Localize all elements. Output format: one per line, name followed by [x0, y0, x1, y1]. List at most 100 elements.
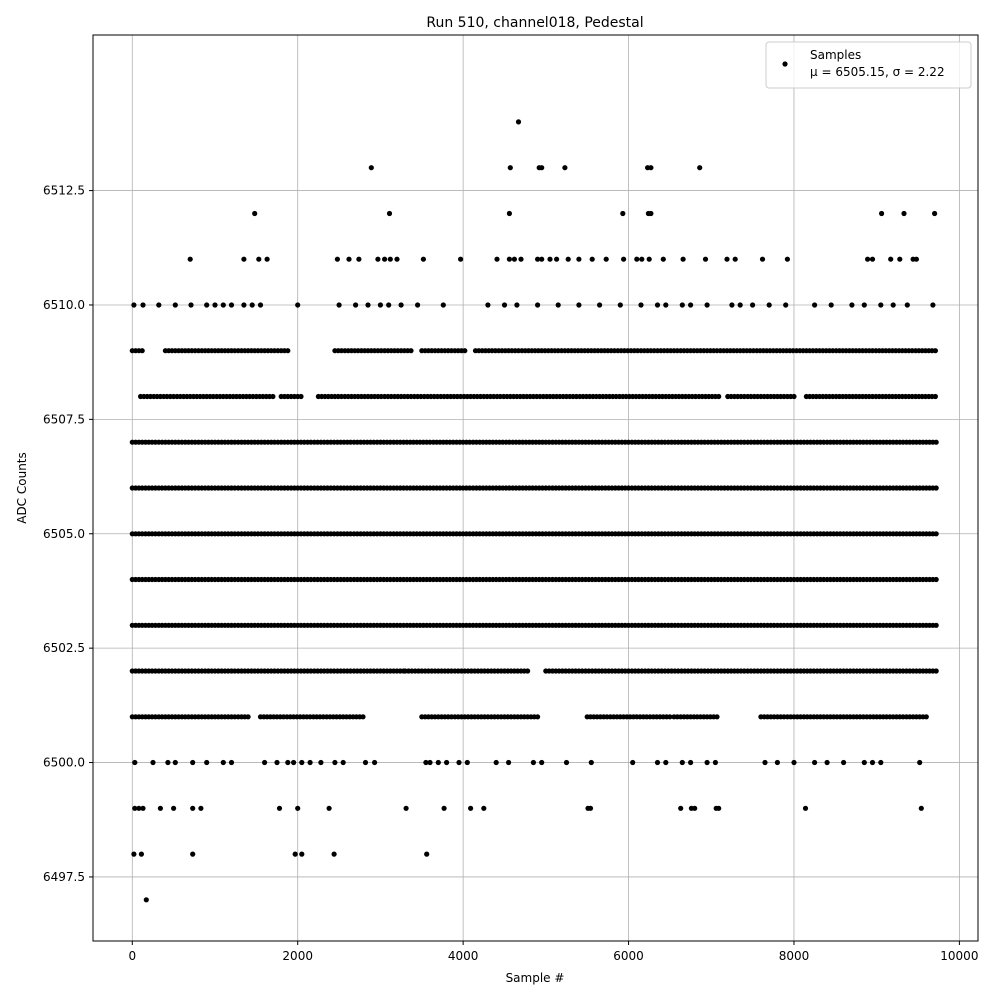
data-point	[264, 256, 270, 262]
data-point	[204, 302, 210, 308]
data-point	[368, 165, 374, 171]
data-point	[228, 302, 235, 308]
data-point	[663, 759, 669, 766]
data-point	[386, 210, 393, 217]
data-point	[398, 302, 404, 308]
data-point	[156, 302, 162, 308]
data-point	[212, 302, 218, 308]
data-point	[535, 256, 541, 262]
data-point	[554, 256, 560, 262]
data-point	[621, 256, 627, 262]
x-tick-label: 4000	[448, 949, 479, 963]
data-point	[638, 302, 644, 308]
data-point	[285, 759, 291, 766]
x-tick-label: 0	[128, 949, 136, 963]
chart-title: Run 510, channel018, Pedestal	[426, 15, 643, 31]
data-point	[132, 805, 138, 811]
data-point	[841, 759, 847, 766]
data-point	[387, 256, 393, 262]
data-point	[888, 256, 894, 262]
data-point	[932, 348, 939, 354]
data-point	[530, 759, 537, 766]
x-tick-label: 6000	[613, 949, 644, 963]
data-point	[933, 485, 939, 491]
data-point	[704, 759, 710, 766]
data-point	[493, 759, 499, 766]
data-point	[415, 302, 421, 308]
data-point	[878, 302, 884, 308]
data-point	[828, 302, 834, 308]
data-point	[588, 759, 594, 766]
data-point	[933, 531, 939, 537]
data-point	[291, 759, 297, 766]
data-point	[923, 714, 929, 720]
data-point	[812, 302, 818, 308]
data-point	[904, 302, 910, 308]
data-point	[697, 165, 703, 171]
y-tick-label: 6500.0	[43, 756, 85, 770]
data-point	[597, 302, 603, 308]
x-tick-label: 10000	[940, 949, 978, 963]
data-point	[458, 256, 464, 262]
data-point	[865, 256, 871, 262]
data-point	[774, 759, 781, 766]
data-point	[678, 805, 684, 811]
data-point	[468, 805, 474, 811]
data-point	[932, 393, 939, 400]
data-point	[901, 210, 907, 217]
data-point	[535, 714, 541, 720]
data-point	[663, 302, 669, 308]
data-point	[220, 302, 226, 308]
data-point	[408, 348, 414, 354]
data-point	[353, 302, 359, 308]
data-point	[462, 348, 468, 354]
data-point	[732, 256, 738, 262]
y-axis-label: ADC Counts	[15, 452, 29, 524]
data-point	[704, 302, 710, 308]
data-point	[679, 759, 685, 766]
data-point	[299, 851, 305, 857]
data-point	[679, 302, 685, 308]
data-point	[688, 759, 694, 766]
data-point	[507, 165, 513, 171]
data-point	[332, 759, 338, 766]
data-point	[165, 759, 171, 766]
data-point	[220, 759, 226, 766]
data-point	[362, 759, 369, 766]
data-point	[340, 759, 346, 766]
data-point	[617, 302, 623, 308]
data-point	[737, 302, 743, 308]
data-point	[716, 393, 722, 400]
data-point	[630, 759, 636, 766]
plot-frame	[92, 34, 979, 942]
data-point	[299, 759, 305, 766]
data-point	[539, 256, 545, 262]
data-point	[295, 805, 301, 811]
data-point	[424, 851, 430, 857]
data-point	[589, 256, 595, 262]
data-point	[464, 759, 470, 766]
data-point	[514, 302, 520, 308]
data-point	[256, 256, 262, 262]
data-point	[802, 805, 809, 811]
data-point	[547, 256, 553, 262]
data-point	[276, 805, 283, 811]
data-point	[494, 256, 500, 262]
data-point	[861, 302, 867, 308]
data-point	[375, 256, 381, 262]
data-point	[539, 165, 545, 171]
data-point	[890, 302, 896, 308]
data-point	[440, 302, 446, 308]
data-point	[587, 805, 594, 811]
data-point	[750, 302, 756, 308]
data-point	[334, 256, 340, 262]
data-point	[346, 256, 352, 262]
data-point	[131, 851, 137, 857]
data-point	[427, 759, 433, 766]
data-point	[648, 210, 654, 217]
data-point	[171, 805, 177, 811]
data-point	[444, 759, 450, 766]
data-point	[824, 759, 830, 766]
data-point	[292, 851, 298, 857]
data-point	[565, 256, 571, 262]
